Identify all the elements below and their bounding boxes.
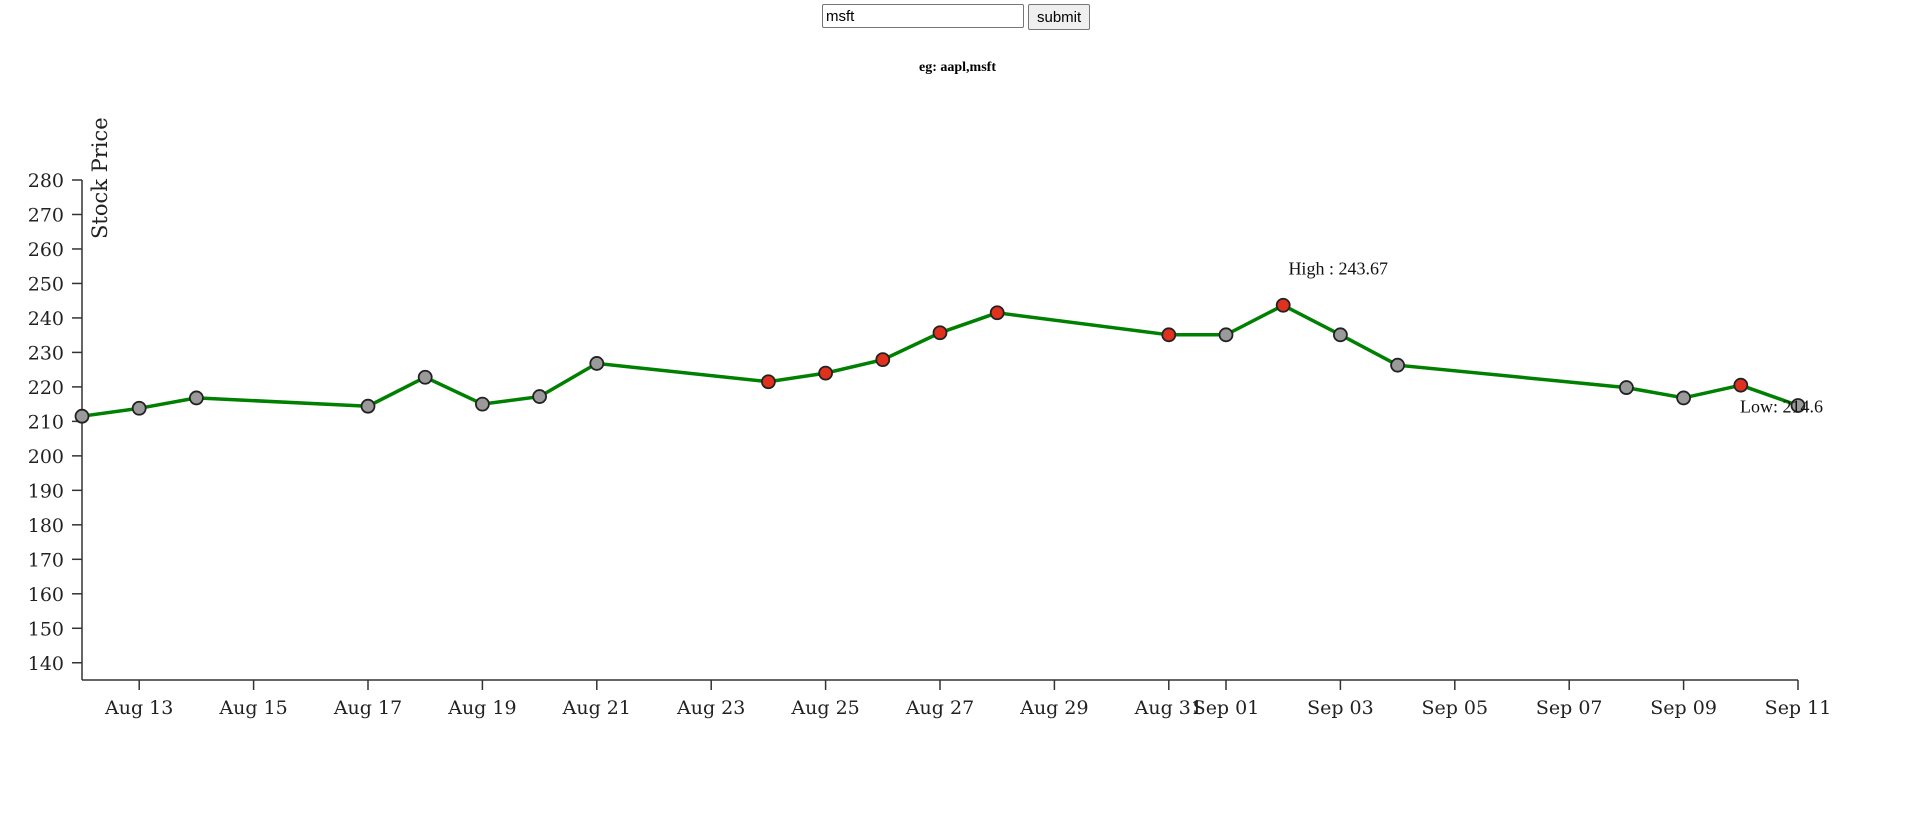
y-tick-label: 230 — [28, 342, 64, 364]
y-tick-label: 190 — [28, 480, 64, 502]
x-tick-label: Aug 25 — [790, 697, 859, 719]
submit-button[interactable]: submit — [1028, 4, 1091, 30]
high-annotation: High : 243.67 — [1288, 258, 1388, 278]
y-tick-label: 140 — [28, 653, 64, 675]
y-axis-label: Stock Price — [88, 117, 112, 239]
x-axis: Aug 13 Aug 15 Aug 17 Aug 19 Aug 21 Aug 23 Aug … — [82, 679, 1832, 719]
price-point — [74, 408, 90, 424]
price-point — [1390, 357, 1405, 373]
y-tick-label: 180 — [28, 515, 64, 537]
x-tick-label: Aug 19 — [447, 697, 516, 719]
price-point — [131, 400, 147, 416]
price-point — [1275, 297, 1291, 313]
price-point — [875, 352, 891, 368]
x-tick-label: Sep 01 — [1193, 697, 1260, 719]
x-tick-label: Aug 13 — [104, 697, 173, 719]
x-tick-label: Aug 27 — [905, 697, 974, 719]
x-tick-label: Aug 21 — [562, 697, 631, 719]
x-tick-label: Sep 05 — [1421, 697, 1488, 719]
x-tick-label: Sep 09 — [1650, 697, 1717, 719]
price-point — [1333, 327, 1348, 343]
price-point — [589, 356, 605, 371]
price-point — [1161, 327, 1177, 343]
y-tick-label: 240 — [28, 308, 64, 330]
price-point — [1733, 377, 1749, 393]
price-point — [474, 396, 490, 412]
price-point — [932, 325, 948, 341]
y-tick-label: 250 — [28, 273, 64, 295]
y-tick-label: 150 — [28, 618, 64, 640]
x-tick-label: Aug 29 — [1019, 697, 1088, 719]
y-tick-label: 170 — [28, 549, 64, 571]
x-tick-label: Aug 31 — [1134, 697, 1203, 719]
y-tick-label: 270 — [28, 204, 64, 226]
price-point — [1676, 390, 1691, 406]
y-tick-label: 200 — [28, 446, 64, 468]
y-axis: 140 150 160 170 180 190 200 210 220 230 240 250 260 2… — [28, 170, 83, 680]
ticker-search-input[interactable] — [822, 4, 1024, 28]
y-tick-label: 160 — [28, 584, 64, 606]
price-point — [1619, 380, 1634, 395]
price-point — [761, 374, 776, 390]
price-point — [532, 389, 547, 404]
price-point — [818, 365, 833, 381]
price-point — [417, 369, 433, 385]
low-annotation: Low: 214.6 — [1740, 397, 1823, 417]
x-tick-label: Sep 07 — [1536, 697, 1603, 719]
search-hint: eg: aapl,msft — [919, 60, 996, 75]
x-tick-label: Sep 11 — [1765, 697, 1832, 719]
price-markers — [74, 297, 1806, 424]
x-tick-label: Aug 23 — [676, 697, 745, 719]
y-tick-label: 210 — [28, 411, 64, 433]
price-point — [1218, 327, 1234, 343]
price-point — [188, 390, 204, 406]
x-tick-label: Aug 17 — [333, 697, 402, 719]
y-tick-label: 220 — [28, 377, 64, 399]
price-point — [360, 398, 376, 414]
y-tick-label: 280 — [28, 170, 64, 192]
x-tick-label: Sep 03 — [1307, 697, 1374, 719]
price-line — [81, 303, 1799, 418]
y-tick-label: 260 — [28, 239, 64, 261]
price-point — [1790, 398, 1806, 413]
search-bar: submit — [822, 4, 1091, 30]
x-tick-label: Aug 15 — [218, 697, 287, 719]
price-point — [989, 305, 1005, 321]
